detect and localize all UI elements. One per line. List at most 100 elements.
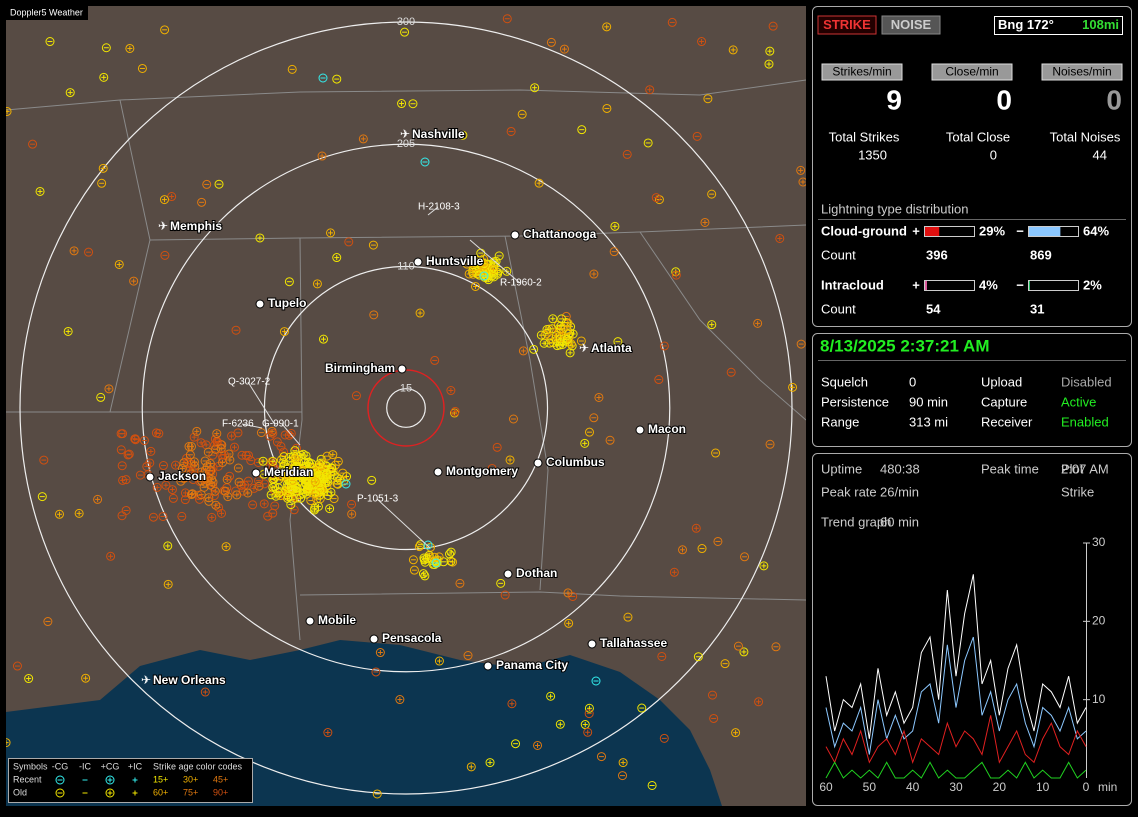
strike-button[interactable] — [817, 15, 877, 35]
city-dot — [145, 472, 155, 482]
strike-symbol — [623, 612, 633, 622]
strike-symbol — [707, 189, 717, 199]
strike-symbol — [200, 456, 210, 466]
strike-symbol — [332, 479, 342, 489]
strike-symbol — [272, 437, 282, 447]
strike-symbol — [263, 511, 273, 521]
setting-label: Squelch — [821, 374, 868, 389]
total-value: 1350 — [858, 147, 887, 162]
strike-symbol — [212, 438, 222, 448]
strike-symbol — [192, 426, 202, 436]
strike-symbol — [309, 463, 319, 473]
strike-symbol — [768, 21, 778, 31]
ring-label: 300 — [397, 16, 415, 28]
strike-symbol — [116, 445, 126, 455]
strike-symbol — [610, 221, 620, 231]
strike-symbol — [118, 475, 128, 485]
bearing: Bng 172° — [998, 17, 1054, 32]
strike-symbol — [771, 642, 781, 652]
city-label: Pensacola — [382, 631, 442, 645]
strike-symbol — [276, 455, 286, 465]
sign: − — [1016, 223, 1024, 238]
strike-symbol — [254, 481, 264, 491]
strike-symbol — [530, 83, 540, 93]
strike-symbol — [709, 713, 719, 723]
strike-symbol — [507, 699, 517, 709]
strike-symbol — [659, 341, 669, 351]
strike-symbol — [506, 126, 516, 136]
city-dot — [510, 230, 520, 240]
title-bg — [6, 6, 88, 20]
x-tick-label: 0 — [1083, 780, 1090, 794]
noise-button[interactable] — [881, 15, 941, 35]
strike-symbol — [491, 256, 501, 266]
strike-symbol — [206, 466, 216, 476]
x-tick-label: 10 — [1036, 780, 1050, 794]
strike-symbol — [765, 439, 775, 449]
strike-symbol — [284, 430, 294, 440]
strike-symbol — [321, 470, 331, 480]
legend-text: Symbols — [13, 761, 48, 771]
strike-symbol — [288, 484, 298, 494]
count: 869 — [1030, 247, 1052, 262]
strike-symbol — [207, 512, 217, 522]
strike-symbol — [576, 336, 586, 346]
strike-symbol — [176, 476, 186, 486]
rate-value: 0 — [996, 84, 1012, 115]
strike-leader — [281, 423, 301, 446]
strike-symbol — [318, 73, 328, 83]
strike-symbol — [613, 337, 623, 347]
strike-symbol — [179, 473, 189, 483]
strike-symbol — [584, 427, 594, 437]
x-tick-label: 50 — [863, 780, 877, 794]
strike-symbol — [333, 456, 343, 466]
legend-symbol — [55, 788, 65, 798]
map-title: Doppler5 Weather — [10, 7, 83, 17]
strike-symbol — [312, 279, 322, 289]
strike-symbol — [104, 384, 114, 394]
strike-symbol — [740, 552, 750, 562]
strike-symbol — [583, 727, 593, 737]
strike-symbol — [458, 130, 468, 140]
strike-symbol — [203, 447, 213, 457]
strike-symbol — [287, 64, 297, 74]
strike-symbol — [148, 512, 158, 522]
strike-symbol — [121, 475, 131, 485]
strike-symbol — [152, 482, 162, 492]
strike-symbol — [187, 489, 197, 499]
city-label: Mobile — [318, 613, 356, 627]
strike-symbol — [220, 486, 230, 496]
strike-symbol — [279, 327, 289, 337]
legend-text: 45+ — [213, 774, 228, 784]
strike-symbol — [310, 505, 320, 515]
strike-symbol — [231, 325, 241, 335]
strike-symbol — [332, 473, 342, 483]
strike-symbol — [200, 687, 210, 697]
strike-symbol — [158, 461, 168, 471]
setting-value: Enabled — [1061, 414, 1109, 429]
strike-symbol — [400, 27, 410, 37]
strike-symbol — [351, 391, 361, 401]
city-label: Montgomery — [446, 464, 518, 478]
strike-symbol — [260, 479, 270, 489]
strike-symbol — [692, 131, 702, 141]
strike-symbol — [286, 428, 296, 438]
strike-symbol — [637, 703, 647, 713]
strike-symbol — [430, 552, 440, 562]
strike-symbol — [446, 556, 456, 566]
map — [6, 6, 806, 806]
strike-symbol — [589, 269, 599, 279]
strike-symbol — [470, 258, 480, 268]
strike-symbol — [160, 25, 170, 35]
strike-symbol — [397, 99, 407, 109]
strike-symbol — [284, 471, 294, 481]
city-dot — [305, 616, 315, 626]
strike-symbol — [720, 659, 730, 669]
strike-symbol — [163, 579, 173, 589]
strike-symbol — [290, 446, 300, 456]
strike-symbol — [424, 550, 434, 560]
strike-symbol — [326, 487, 336, 497]
strike-symbol — [645, 85, 655, 95]
strike-symbol — [123, 450, 133, 460]
strike-symbol — [708, 690, 718, 700]
